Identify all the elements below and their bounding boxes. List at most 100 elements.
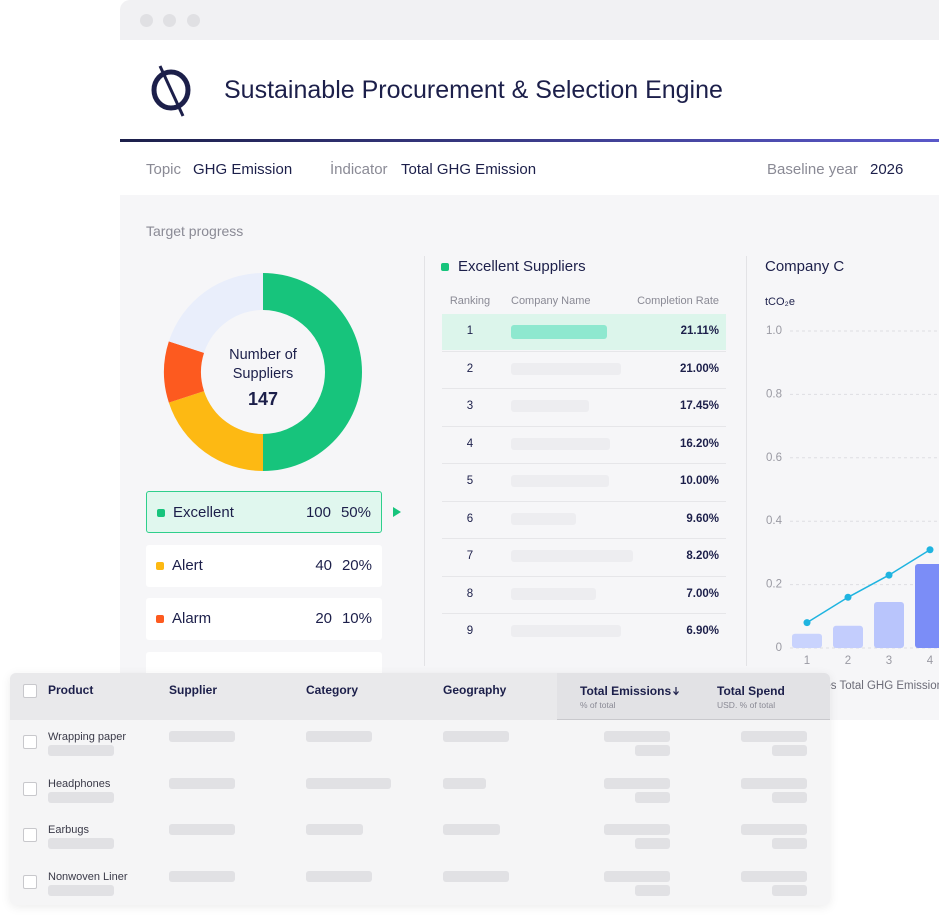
window-dot — [163, 14, 176, 27]
column-header[interactable]: Supplier — [169, 683, 218, 697]
placeholder — [741, 777, 807, 789]
placeholder — [443, 870, 509, 882]
line-point — [926, 546, 934, 554]
name-placeholder — [511, 400, 589, 412]
legend-count: 20 — [315, 610, 332, 627]
checkbox[interactable] — [23, 781, 37, 796]
y-axis-label: tCO₂e — [765, 296, 795, 308]
placeholder — [772, 838, 807, 849]
y-tick-label: 0.2 — [766, 579, 782, 591]
line-point — [885, 571, 893, 579]
legend-row[interactable]: Excellent 100 50% — [146, 491, 382, 533]
placeholder — [169, 870, 235, 882]
legend-name: Alert — [172, 556, 203, 574]
window-dot — [187, 14, 200, 27]
bar — [833, 625, 863, 648]
completion-rate: 6.90% — [686, 625, 719, 637]
placeholder — [604, 870, 670, 882]
x-tick-label: 2 — [845, 655, 851, 667]
browser-bar — [120, 0, 939, 40]
completion-rate: 8.20% — [686, 550, 719, 562]
placeholder — [169, 731, 235, 742]
placeholder — [741, 731, 807, 742]
legend-percent: 10% — [341, 610, 372, 627]
row-divider — [442, 425, 726, 427]
name-placeholder — [511, 550, 633, 562]
filter-label: Baseline year — [767, 161, 858, 178]
donut-total: 147 — [248, 389, 278, 409]
placeholder — [306, 731, 372, 742]
rank: 8 — [466, 587, 474, 600]
y-tick-label: 0.8 — [766, 388, 782, 400]
column-header: Completion Rate — [637, 295, 719, 307]
filter-label: İndicator — [330, 161, 388, 178]
name-placeholder — [511, 437, 610, 450]
completion-rate: 16.20% — [679, 437, 719, 450]
donut-segment — [168, 391, 263, 471]
product-name: Headphones — [48, 777, 111, 790]
filter-value[interactable]: GHG Emission — [193, 161, 293, 178]
checkbox[interactable] — [23, 874, 37, 889]
legend-row[interactable]: Alert 40 20% — [146, 544, 382, 587]
filter-value[interactable]: 2026 — [870, 161, 904, 178]
checkbox[interactable] — [23, 684, 37, 698]
legend-swatch — [156, 561, 164, 570]
legend-swatch — [156, 615, 164, 623]
name-placeholder — [511, 325, 607, 339]
completion-rate: 10.00% — [679, 475, 719, 487]
logo — [151, 65, 191, 117]
rank: 2 — [466, 362, 474, 375]
column-header[interactable]: Geography — [443, 683, 507, 697]
rank: 3 — [466, 400, 474, 412]
placeholder — [604, 777, 670, 789]
checkbox[interactable] — [23, 735, 37, 749]
product-name: Nonwoven Liner — [48, 870, 128, 883]
column-header[interactable]: Category — [306, 683, 359, 697]
column-header: Ranking — [449, 295, 491, 307]
name-placeholder — [511, 512, 576, 525]
column-subheader: USD. % of total — [717, 700, 776, 710]
completion-rate: 7.00% — [686, 587, 719, 600]
row-divider — [442, 500, 726, 502]
placeholder — [604, 731, 670, 742]
suppliers-dot — [441, 263, 449, 271]
rank: 9 — [466, 625, 474, 637]
product-name: Earbugs — [48, 824, 89, 836]
checkbox[interactable] — [23, 828, 37, 842]
y-tick-label: 0.6 — [766, 452, 782, 464]
window-dot — [140, 14, 153, 27]
line-point — [803, 619, 811, 627]
placeholder — [635, 884, 670, 896]
legend-row[interactable]: Alarm 20 10% — [146, 598, 382, 640]
placeholder — [306, 870, 372, 882]
divider — [746, 256, 747, 666]
column-header[interactable]: Total Emissions — [580, 684, 672, 698]
completion-rate: 9.60% — [686, 512, 719, 525]
column-subheader: % of total — [580, 700, 616, 710]
placeholder — [48, 838, 114, 849]
column-header[interactable]: Total Spend — [717, 684, 785, 698]
bar — [874, 602, 904, 648]
column-header[interactable]: Product — [48, 683, 94, 697]
placeholder — [741, 870, 807, 882]
placeholder — [306, 824, 363, 835]
placeholder — [635, 745, 670, 756]
placeholder — [635, 838, 670, 849]
sort-icon[interactable] — [672, 686, 680, 696]
placeholder — [772, 791, 807, 803]
donut-center-label: Suppliers — [233, 366, 293, 382]
donut-segment — [164, 341, 205, 403]
legend-percent: 50% — [340, 504, 371, 521]
row-divider — [442, 613, 726, 614]
legend-name: Excellent — [173, 504, 234, 521]
divider — [424, 256, 425, 666]
placeholder — [48, 745, 114, 756]
filter-value[interactable]: Total GHG Emission — [401, 161, 537, 178]
x-tick-label: 3 — [886, 655, 892, 667]
donut-segment — [168, 273, 263, 353]
placeholder — [635, 791, 670, 803]
donut-segment — [263, 273, 362, 471]
placeholder — [741, 824, 807, 835]
name-placeholder — [511, 362, 621, 375]
